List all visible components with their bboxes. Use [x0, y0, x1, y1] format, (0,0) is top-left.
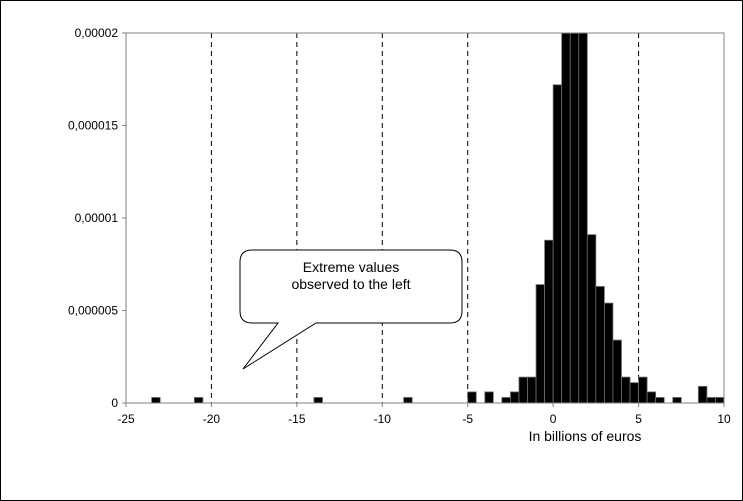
histogram-bar: [561, 32, 571, 404]
histogram-bar: [467, 391, 477, 404]
histogram-bar: [655, 397, 665, 404]
x-tick-label: -10: [374, 412, 392, 426]
axis-ticks: -25 -20 -15 -10 -5 0 5 10 0 0,000005 0,00001 0,0000…: [68, 26, 731, 426]
y-tick-label: 0,000005: [68, 304, 118, 318]
y-tick-label: 0,00001: [75, 211, 119, 225]
histogram-bar: [552, 84, 563, 404]
histogram-bar: [604, 302, 614, 404]
histogram-bar: [193, 397, 204, 404]
y-tick-label: 0: [111, 396, 118, 410]
histogram-bar: [569, 32, 580, 404]
histogram-bar: [535, 284, 545, 404]
histogram-bar: [518, 376, 528, 404]
annotation-text: Extreme values observed to the left: [291, 259, 411, 292]
grid-lines: [210, 33, 640, 403]
histogram-bars: [151, 32, 725, 404]
histogram-bar: [151, 397, 161, 404]
x-tick-label: 0: [550, 412, 557, 426]
x-tick-label: 10: [717, 412, 731, 426]
x-tick-label: -25: [117, 412, 135, 426]
x-tick-label: -5: [462, 412, 473, 426]
histogram-bar: [646, 391, 657, 404]
histogram-bar: [672, 397, 682, 404]
histogram-bar: [595, 286, 605, 404]
plot-area-border: [125, 32, 725, 404]
histogram-bar: [501, 397, 511, 404]
histogram-bar: [510, 391, 520, 404]
histogram-bar: [638, 376, 648, 404]
histogram-bar: [527, 376, 537, 404]
histogram-bar: [697, 385, 708, 404]
histogram-bar: [544, 239, 554, 404]
x-tick-label: -20: [203, 412, 221, 426]
histogram-bar: [484, 391, 494, 404]
histogram-bar: [621, 376, 631, 404]
histogram-bar: [578, 32, 588, 404]
callout-bubble: [239, 249, 463, 370]
histogram-bar: [715, 397, 725, 404]
x-tick-label: 5: [635, 412, 642, 426]
y-tick-label: 0,00002: [75, 26, 119, 40]
histogram-bar: [403, 397, 413, 404]
histogram-bar: [313, 397, 323, 404]
x-axis-label: In billions of euros: [529, 428, 642, 444]
histogram-bar: [586, 234, 597, 404]
histogram-bar: [612, 339, 622, 404]
y-tick-label: 0,000015: [68, 119, 118, 133]
histogram-bar: [706, 397, 716, 404]
histogram-bar: [629, 382, 639, 404]
x-tick-label: -15: [288, 412, 306, 426]
